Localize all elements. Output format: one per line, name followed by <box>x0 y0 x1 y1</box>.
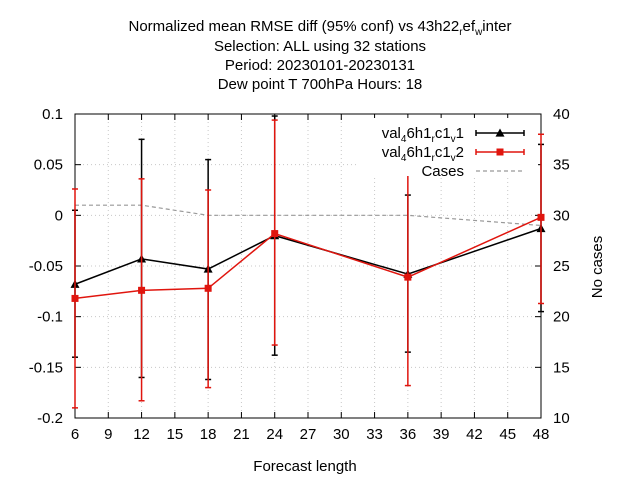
title-line-3: Period: 20230101-20230131 <box>224 57 416 74</box>
y-tick-label: -0.2 <box>37 410 63 427</box>
x-tick-label: 33 <box>366 426 383 443</box>
y2-tick-label: 40 <box>553 106 570 123</box>
legend-marker-1 <box>495 128 505 137</box>
y-tick-label: 0.05 <box>34 157 63 174</box>
legend-label-part: r <box>431 153 435 164</box>
y2-tick-label: 10 <box>553 410 570 427</box>
legend-label-part: 6h1 <box>406 125 431 142</box>
series-2 <box>71 119 545 409</box>
y-tick-label: 0.1 <box>42 106 63 123</box>
series-line <box>74 227 542 285</box>
legend-marker-2 <box>496 148 504 156</box>
legend-label-part: r <box>431 134 435 145</box>
x-tick-label: 42 <box>466 426 483 443</box>
x-tick-label: 12 <box>133 426 150 443</box>
legend-label-part: c1 <box>435 144 451 161</box>
data-point <box>537 213 545 221</box>
y2-tick-label: 25 <box>553 258 570 275</box>
data-point <box>138 286 146 294</box>
legend-label-part: 4 <box>401 153 407 164</box>
legend-label-part: val <box>382 144 401 161</box>
title-line-2: Selection: ALL using 32 stations <box>213 38 427 55</box>
data-point <box>71 294 79 302</box>
series-line <box>74 216 542 300</box>
x-tick-label: 39 <box>433 426 450 443</box>
legend-label-part: Cases <box>421 163 464 180</box>
x-tick-label: 24 <box>266 426 283 443</box>
y-tick-label: 0 <box>55 207 63 224</box>
x-tick-label: 9 <box>104 426 112 443</box>
x-tick-label: 36 <box>400 426 417 443</box>
data-point <box>271 230 279 238</box>
legend-label-3: Cases <box>421 163 464 180</box>
legend-label-2: val46h1rc1v2 <box>382 144 464 164</box>
legend-label-1: val46h1rc1v1 <box>382 125 464 145</box>
x-tick-label: 15 <box>167 426 184 443</box>
legend-label-part: 1 <box>456 125 464 142</box>
data-point <box>404 273 412 281</box>
y2-tick-label: 35 <box>553 157 570 174</box>
legend-label-part: 4 <box>401 134 407 145</box>
x-tick-label: 18 <box>200 426 217 443</box>
y-tick-label: -0.15 <box>29 359 63 376</box>
legend-label-part: c1 <box>435 125 451 142</box>
legend-label-part: 2 <box>456 144 464 161</box>
ticks: 6 9 12 15 18 21 24 27 30 33 36 39 42 45 48-0.2-0.15-0.… <box>29 106 570 443</box>
legend-label-part: val <box>382 125 401 142</box>
y-tick-label: -0.05 <box>29 258 63 275</box>
title-line-4: Dew point T 700hPa Hours: 18 <box>217 76 423 93</box>
title-line-1: Normalized mean RMSE diff (95% conf) vs … <box>128 18 512 38</box>
x-tick-label: 45 <box>499 426 516 443</box>
y2-axis-label: No cases <box>589 236 606 299</box>
legend-label-part: v <box>451 134 456 145</box>
x-tick-label: 48 <box>533 426 550 443</box>
x-tick-label: 6 <box>71 426 79 443</box>
x-tick-label: 30 <box>333 426 350 443</box>
data-point <box>204 284 212 292</box>
y-tick-label: -0.1 <box>37 309 63 326</box>
legend-label-part: 6h1 <box>406 144 431 161</box>
y2-tick-label: 30 <box>553 207 570 224</box>
x-tick-label: 27 <box>300 426 317 443</box>
y2-tick-label: 15 <box>553 359 570 376</box>
legend-label-part: v <box>451 153 456 164</box>
legend-background <box>358 118 538 176</box>
series-layer <box>70 115 546 409</box>
x-axis-label: Forecast length <box>253 458 356 475</box>
x-tick-label: 21 <box>233 426 250 443</box>
y2-tick-label: 20 <box>553 309 570 326</box>
